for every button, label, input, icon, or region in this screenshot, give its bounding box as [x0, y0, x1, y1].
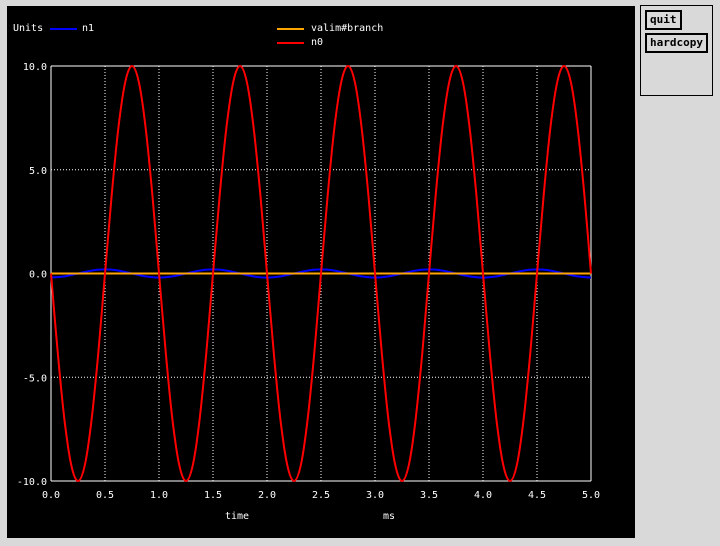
- x-axis-unit: ms: [383, 511, 396, 522]
- y-tick-label: -10.0: [17, 477, 47, 488]
- x-tick-label: 4.5: [528, 490, 546, 501]
- quit-button[interactable]: quit: [645, 10, 682, 30]
- x-tick-label: 0.0: [42, 490, 60, 501]
- x-axis-label: time: [225, 511, 250, 522]
- x-tick-label: 2.5: [312, 490, 330, 501]
- legend-label-valim-branch: valim#branch: [311, 23, 384, 34]
- series-line-n0: [50, 64, 592, 483]
- plot-area: 0.0 0.5 1.0 1.5 2.0 2.5 3.0 3.5 4.0 4.5 5.0 -10.0 -5…: [17, 28, 600, 501]
- x-tick-label: 1.0: [150, 490, 168, 501]
- y-axis-label: Units: [13, 23, 44, 34]
- x-tick-label: 2.0: [258, 490, 276, 501]
- plot-window: 0.0 0.5 1.0 1.5 2.0 2.5 3.0 3.5 4.0 4.5 5.0 -10.0 -5…: [7, 6, 635, 538]
- button-panel: quit hardcopy: [640, 5, 713, 96]
- x-tick-label: 5.0: [582, 490, 600, 501]
- x-tick-label: 3.0: [366, 490, 384, 501]
- x-tick-label: 3.5: [420, 490, 438, 501]
- legend-label-n1: n1: [82, 23, 95, 34]
- y-tick-label: -5.0: [23, 373, 47, 384]
- y-tick-label: 5.0: [29, 166, 47, 177]
- hardcopy-button[interactable]: hardcopy: [645, 33, 708, 53]
- y-tick-label: 0.0: [29, 270, 47, 281]
- legend-label-n0: n0: [311, 37, 324, 48]
- x-tick-label: 4.0: [474, 490, 492, 501]
- x-tick-label: 0.5: [96, 490, 114, 501]
- y-tick-label: 10.0: [23, 62, 47, 73]
- x-tick-label: 1.5: [204, 490, 222, 501]
